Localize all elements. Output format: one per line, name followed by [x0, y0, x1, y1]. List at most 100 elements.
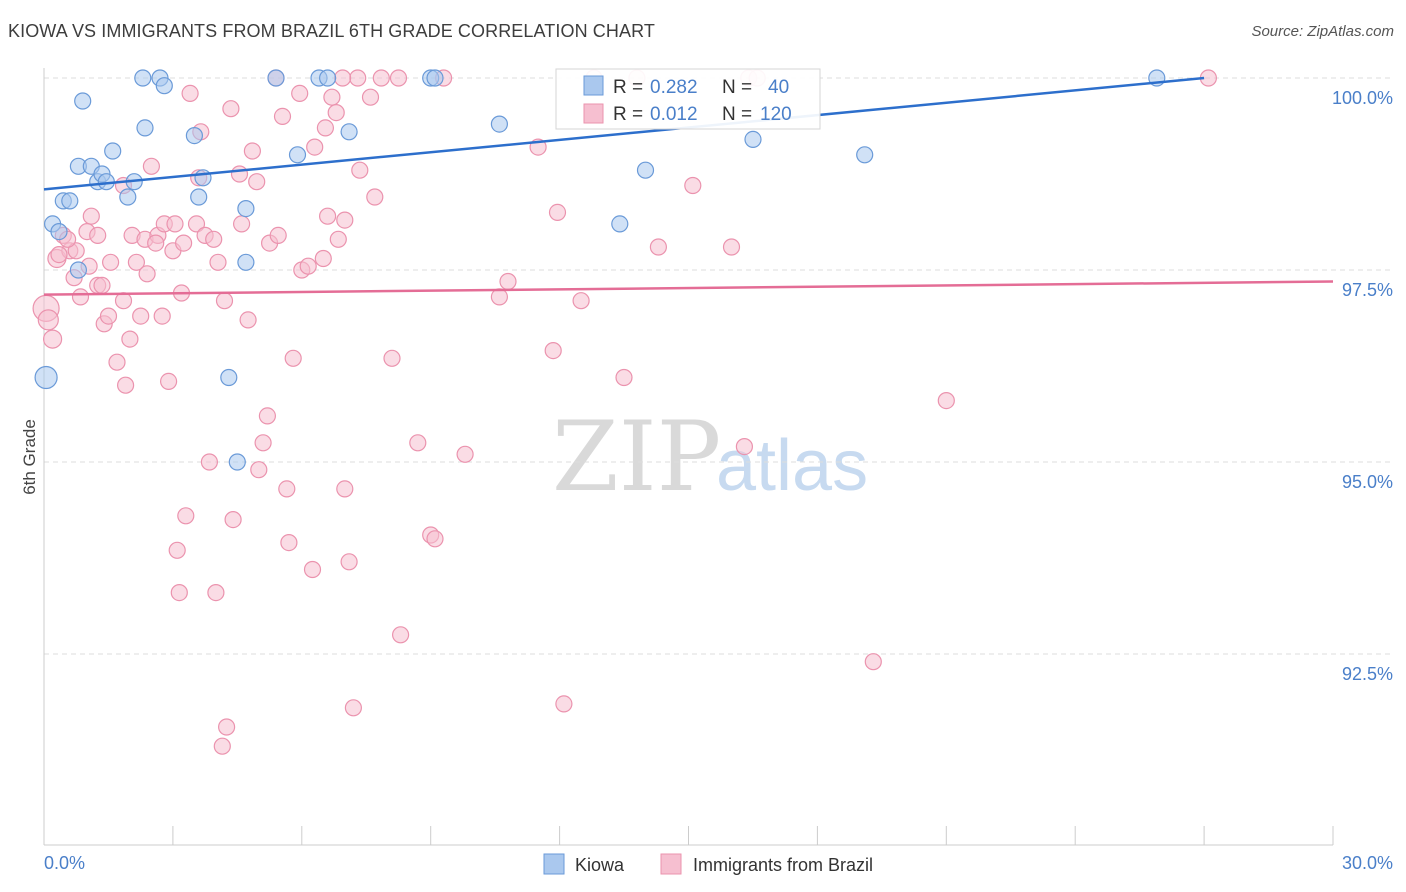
brazil-point — [239, 311, 257, 329]
gridlines — [44, 77, 1393, 655]
brazil-point — [121, 330, 139, 348]
brazil-point — [303, 560, 322, 579]
brazil-point — [248, 173, 266, 191]
kiowa-point — [744, 130, 762, 148]
brazil-point — [170, 583, 188, 602]
brazil-point — [207, 583, 225, 602]
brazil-point — [314, 249, 332, 268]
kiowa-point — [237, 200, 255, 218]
watermark-zip: ZIP — [552, 401, 721, 513]
brazil-point — [230, 165, 249, 183]
brazil-point — [361, 88, 380, 106]
brazil-point — [101, 253, 120, 271]
brazil-point — [937, 392, 955, 410]
brazil-point — [548, 203, 567, 221]
bottom-legend: Kiowa Immigrants from Brazil — [543, 853, 873, 875]
x-tick-label-max: 30.0% — [1342, 853, 1393, 873]
kiowa-point — [220, 368, 238, 387]
kiowa-point — [136, 119, 154, 137]
brazil-point — [181, 84, 199, 103]
brazil-point — [336, 211, 354, 229]
brazil-point — [323, 88, 341, 106]
brazil-point — [319, 207, 337, 225]
brazil-point — [168, 541, 186, 559]
brazil-point — [250, 461, 268, 479]
bottom-legend-swatch-kiowa — [543, 853, 565, 875]
trendlines — [43, 76, 1334, 296]
brazil-point — [389, 69, 408, 87]
brazil-point — [166, 215, 184, 233]
kiowa-point — [490, 115, 508, 133]
brazil-point — [490, 288, 508, 306]
brazil-point — [218, 718, 236, 736]
brazil-point — [684, 176, 702, 195]
brazil-point — [116, 376, 135, 394]
brazil-point — [147, 234, 165, 252]
brazil-point — [351, 161, 369, 179]
brazil-point — [340, 553, 358, 571]
brazil-point — [555, 695, 573, 713]
legend-r-value-kiowa: 0.282 — [650, 77, 698, 98]
y-tick-labels: 100.0% 97.5% 95.0% 92.5% — [1332, 88, 1393, 684]
brazil-point — [175, 234, 193, 252]
brazil-point — [392, 626, 410, 644]
bottom-legend-label-kiowa: Kiowa — [575, 855, 625, 875]
brazil-point — [132, 307, 150, 325]
brazil-point — [127, 253, 145, 271]
brazil-point — [735, 438, 754, 456]
kiowa-point — [155, 77, 173, 95]
brazil-point — [42, 329, 63, 349]
legend-r-label-kiowa: R = — [613, 77, 643, 98]
brazil-point — [615, 368, 633, 387]
kiowa-point — [340, 123, 358, 141]
legend: R = 0.282 N = 40 R = 0.012 N = 120 — [555, 68, 821, 130]
kiowa-point — [288, 146, 307, 164]
brazil-point — [50, 246, 68, 264]
brazil-point — [334, 69, 352, 87]
kiowa-point — [636, 161, 655, 179]
kiowa-point — [611, 215, 629, 233]
brazil-point — [138, 265, 156, 283]
brazil-point — [572, 292, 590, 310]
kiowa-point — [267, 69, 285, 87]
y-tick-label: 100.0% — [1332, 88, 1393, 108]
kiowa-point — [228, 453, 246, 471]
legend-swatch-brazil — [583, 103, 604, 124]
brazil-point — [426, 530, 444, 548]
brazil-point — [243, 142, 261, 160]
brazil-point — [291, 84, 309, 103]
brazil-point — [82, 207, 100, 225]
brazil-point — [499, 272, 517, 291]
kiowa-point — [237, 253, 255, 271]
brazil-point — [67, 242, 85, 260]
kiowa-point — [194, 169, 212, 187]
kiowa-point — [134, 69, 152, 87]
kiowa-point — [190, 188, 208, 206]
brazil-point — [142, 157, 160, 175]
watermark-atlas: atlas — [716, 426, 868, 506]
brazil-point — [222, 100, 240, 118]
brazil-point — [71, 288, 90, 306]
kiowa-point — [61, 192, 79, 210]
brazil-point — [213, 737, 231, 755]
y-axis-title: 6th Grade — [20, 419, 39, 495]
kiowa-point — [426, 69, 444, 87]
brazil-point — [187, 215, 206, 233]
brazil-trend-line — [43, 280, 1334, 296]
brazil-point — [306, 138, 324, 156]
brazil-point — [273, 107, 292, 126]
brazil-point — [722, 238, 741, 256]
brazil-point — [336, 480, 354, 498]
brazil-point — [349, 69, 367, 87]
brazil-point — [284, 349, 302, 367]
brazil-point — [108, 353, 126, 371]
brazil-point — [224, 510, 242, 529]
brazil-point — [205, 230, 223, 248]
brazil-point — [344, 699, 362, 717]
brazil-point — [544, 342, 562, 360]
kiowa-point — [104, 142, 122, 160]
legend-n-value-kiowa: 40 — [768, 77, 789, 98]
x-tick-label-min: 0.0% — [44, 853, 85, 873]
kiowa-point — [50, 223, 68, 241]
